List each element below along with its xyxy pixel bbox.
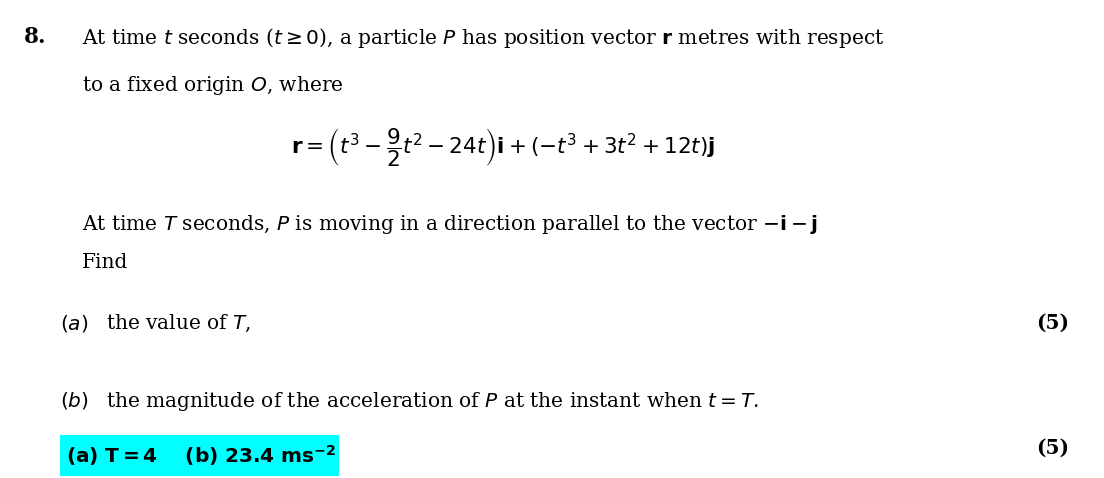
Text: $\mathbf{r} = \left(t^3 - \dfrac{9}{2}t^2 - 24t\right)\mathbf{i} + \left(-t^3 + : $\mathbf{r} = \left(t^3 - \dfrac{9}{2}t^… [290,127,715,169]
Text: At time $T$ seconds, $P$ is moving in a direction parallel to the vector $-\math: At time $T$ seconds, $P$ is moving in a … [82,213,818,236]
Text: 8.: 8. [24,26,46,48]
Text: Find: Find [82,253,128,272]
Text: $\mathbf{(a)\ T = 4}$    $\mathbf{(b)\ 23.4\ ms^{-2}}$: $\mathbf{(a)\ T = 4}$ $\mathbf{(b)\ 23.4… [65,443,336,468]
Text: the magnitude of the acceleration of $P$ at the instant when $t = T$.: the magnitude of the acceleration of $P$… [106,390,760,413]
Text: (5): (5) [1036,313,1069,333]
Text: to a fixed origin $O$, where: to a fixed origin $O$, where [82,74,343,97]
Text: $(a)$: $(a)$ [60,313,88,334]
Text: $(b)$: $(b)$ [60,390,89,411]
Text: the value of $T$,: the value of $T$, [106,313,251,334]
Text: (5): (5) [1036,437,1069,457]
Text: At time $t$ seconds ($t \geq 0$), a particle $P$ has position vector $\mathbf{r}: At time $t$ seconds ($t \geq 0$), a part… [82,26,884,50]
FancyBboxPatch shape [60,435,339,476]
